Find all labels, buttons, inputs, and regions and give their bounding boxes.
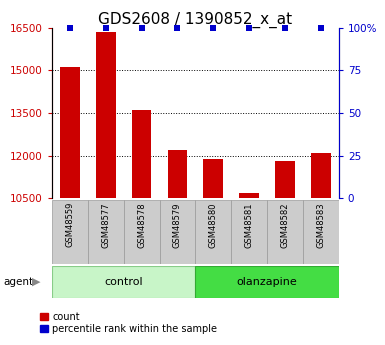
Title: GDS2608 / 1390852_x_at: GDS2608 / 1390852_x_at bbox=[98, 11, 293, 28]
Bar bbox=[52, 266, 195, 298]
Bar bbox=[239, 193, 259, 198]
Bar bbox=[167, 150, 187, 198]
Text: GSM48583: GSM48583 bbox=[316, 202, 325, 248]
Text: GSM48580: GSM48580 bbox=[209, 202, 218, 247]
Bar bbox=[303, 200, 339, 264]
Bar bbox=[52, 200, 88, 264]
Bar bbox=[159, 200, 195, 264]
Text: control: control bbox=[104, 277, 143, 287]
Text: GSM48579: GSM48579 bbox=[173, 202, 182, 247]
Bar bbox=[60, 68, 80, 198]
Text: GSM48577: GSM48577 bbox=[101, 202, 110, 248]
Text: agent: agent bbox=[4, 277, 34, 287]
Text: olanzapine: olanzapine bbox=[237, 277, 298, 287]
Text: GSM48559: GSM48559 bbox=[65, 202, 74, 247]
Bar bbox=[231, 200, 267, 264]
Bar bbox=[203, 159, 223, 198]
Bar bbox=[124, 200, 159, 264]
Text: GSM48578: GSM48578 bbox=[137, 202, 146, 248]
Bar bbox=[195, 266, 339, 298]
Text: ▶: ▶ bbox=[32, 277, 41, 287]
Bar bbox=[267, 200, 303, 264]
Text: GSM48581: GSM48581 bbox=[244, 202, 254, 247]
Bar bbox=[275, 161, 295, 198]
Bar bbox=[195, 200, 231, 264]
Bar bbox=[88, 200, 124, 264]
Bar bbox=[96, 32, 115, 198]
Legend: count, percentile rank within the sample: count, percentile rank within the sample bbox=[40, 312, 217, 334]
Bar bbox=[311, 153, 331, 198]
Text: GSM48582: GSM48582 bbox=[281, 202, 290, 247]
Bar bbox=[132, 110, 151, 198]
